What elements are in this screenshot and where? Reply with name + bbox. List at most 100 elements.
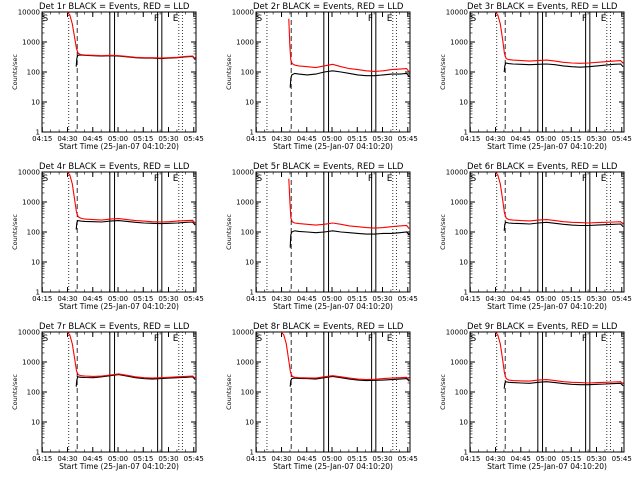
x-tick-label: 04:15	[246, 455, 266, 463]
flag-label-e: E	[601, 174, 607, 184]
y-tick-label: 1	[464, 289, 468, 297]
detector-chart: Det 6r BLACK = Events, RED = LLD 1 10 100 10…	[439, 162, 632, 311]
y-tick-label: 10000	[18, 169, 40, 177]
x-tick-label: 05:30	[158, 295, 178, 303]
flag-label-s: S	[43, 334, 49, 344]
y-tick-label: 10	[459, 259, 468, 267]
x-tick-label: 04:45	[511, 135, 531, 143]
y-tick-label: 1	[464, 129, 468, 137]
y-tick-label: 10	[31, 419, 40, 427]
x-tick-label: 04:45	[511, 295, 531, 303]
y-tick-label: 1	[250, 449, 254, 457]
flag-label-s: S	[43, 14, 49, 24]
x-tick-label: 05:30	[372, 135, 392, 143]
flag-label-s: S	[471, 14, 477, 24]
y-tick-label: 10000	[446, 169, 468, 177]
lld-series-line	[66, 332, 196, 379]
x-tick-label: 05:45	[398, 295, 418, 303]
flag-label-e: E	[387, 174, 393, 184]
x-tick-label: 04:45	[83, 135, 103, 143]
x-axis-label: Start Time (25-Jan-07 04:10:20)	[487, 142, 607, 151]
y-tick-label: 10000	[446, 329, 468, 337]
y-tick-label: 10	[245, 419, 254, 427]
events-series-line	[289, 375, 410, 387]
x-tick-label: 05:45	[184, 135, 204, 143]
x-tick-label: 05:00	[536, 455, 556, 463]
y-axis-label: Counts/sec	[439, 214, 447, 250]
y-tick-label: 100	[27, 69, 40, 77]
y-tick-label: 1000	[236, 359, 254, 367]
y-axis-label: Counts/sec	[11, 54, 19, 90]
plot-frame	[469, 331, 625, 453]
x-tick-label: 05:30	[372, 455, 392, 463]
y-tick-label: 1	[250, 129, 254, 137]
x-axis-label: Start Time (25-Jan-07 04:10:20)	[273, 302, 393, 311]
events-series-line	[289, 70, 410, 88]
detector-chart: Det 5r BLACK = Events, RED = LLD 1 10 100 10…	[225, 162, 418, 311]
y-axis-label: Counts/sec	[439, 374, 447, 410]
y-tick-label: 1	[36, 449, 40, 457]
x-tick-label: 04:30	[57, 455, 77, 463]
y-tick-label: 10000	[18, 329, 40, 337]
y-tick-label: 1	[36, 289, 40, 297]
x-axis-label: Start Time (25-Jan-07 04:10:20)	[273, 142, 393, 151]
series-group	[66, 172, 196, 230]
chart-title: Det 5r BLACK = Events, RED = LLD	[253, 162, 404, 172]
flag-label-s: S	[43, 174, 49, 184]
events-series-line	[503, 221, 624, 231]
flag-label-f: F	[154, 14, 159, 24]
chart-title: Det 6r BLACK = Events, RED = LLD	[467, 162, 618, 172]
flag-label-s: S	[257, 334, 263, 344]
detector-chart: Det 4r BLACK = Events, RED = LLD 1 10 100 10…	[11, 162, 204, 311]
chart-title: Det 1r BLACK = Events, RED = LLD	[39, 2, 190, 12]
x-tick-label: 05:45	[612, 455, 632, 463]
detector-chart: Det 1r BLACK = Events, RED = LLD 1 10 100 10…	[11, 2, 204, 151]
chart-title: Det 2r BLACK = Events, RED = LLD	[253, 2, 404, 12]
x-axis-label: Start Time (25-Jan-07 04:10:20)	[59, 462, 179, 471]
detector-chart: Det 9r BLACK = Events, RED = LLD 1 10 100 10…	[439, 322, 632, 471]
series-group	[494, 12, 624, 73]
plot-frame	[469, 171, 625, 293]
flag-label-f: F	[368, 334, 373, 344]
y-tick-label: 100	[455, 69, 468, 77]
flag-label-e: E	[173, 14, 179, 24]
x-tick-label: 04:15	[32, 455, 52, 463]
y-tick-label: 100	[241, 229, 254, 237]
x-tick-label: 05:30	[158, 135, 178, 143]
flag-label-f: F	[582, 14, 587, 24]
y-tick-label: 10	[459, 99, 468, 107]
events-series-line	[503, 381, 624, 389]
x-tick-label: 04:15	[246, 135, 266, 143]
y-tick-label: 10	[459, 419, 468, 427]
flag-label-f: F	[154, 334, 159, 344]
x-tick-label: 05:00	[322, 295, 342, 303]
x-tick-label: 05:00	[322, 135, 342, 143]
flag-label-e: E	[601, 14, 607, 24]
events-series-line	[75, 374, 196, 387]
x-axis-label: Start Time (25-Jan-07 04:10:20)	[487, 302, 607, 311]
x-tick-label: 05:45	[184, 455, 204, 463]
plot-frame	[41, 11, 197, 133]
events-series-line	[503, 62, 624, 73]
chart-title: Det 8r BLACK = Events, RED = LLD	[253, 322, 404, 332]
x-tick-label: 05:00	[108, 135, 128, 143]
y-axis-label: Counts/sec	[225, 214, 233, 250]
chart-title: Det 4r BLACK = Events, RED = LLD	[39, 162, 190, 172]
y-tick-label: 1000	[236, 199, 254, 207]
x-tick-label: 04:15	[32, 295, 52, 303]
series-group	[288, 178, 410, 248]
y-tick-label: 100	[27, 229, 40, 237]
x-tick-label: 04:30	[485, 135, 505, 143]
x-tick-label: 04:30	[271, 295, 291, 303]
chart-title: Det 9r BLACK = Events, RED = LLD	[467, 322, 618, 332]
x-tick-label: 04:45	[297, 135, 317, 143]
lld-series-line	[66, 172, 196, 224]
lld-series-line	[288, 18, 410, 73]
x-tick-label: 05:15	[133, 295, 153, 303]
x-tick-label: 05:30	[586, 295, 606, 303]
series-group	[288, 18, 410, 88]
x-tick-label: 04:30	[485, 455, 505, 463]
x-tick-label: 04:45	[297, 295, 317, 303]
plot-frame	[255, 11, 411, 133]
x-tick-label: 05:00	[108, 455, 128, 463]
